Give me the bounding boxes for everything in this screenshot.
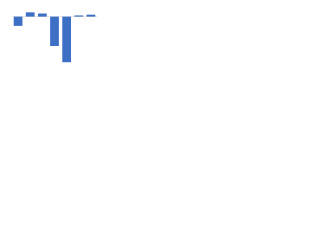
bar — [74, 15, 84, 17]
bar — [86, 14, 96, 17]
chart — [12, 12, 97, 63]
bar — [25, 12, 35, 17]
bar — [50, 16, 59, 46]
bar — [37, 13, 47, 17]
bar — [13, 16, 23, 26]
bar — [62, 16, 72, 63]
